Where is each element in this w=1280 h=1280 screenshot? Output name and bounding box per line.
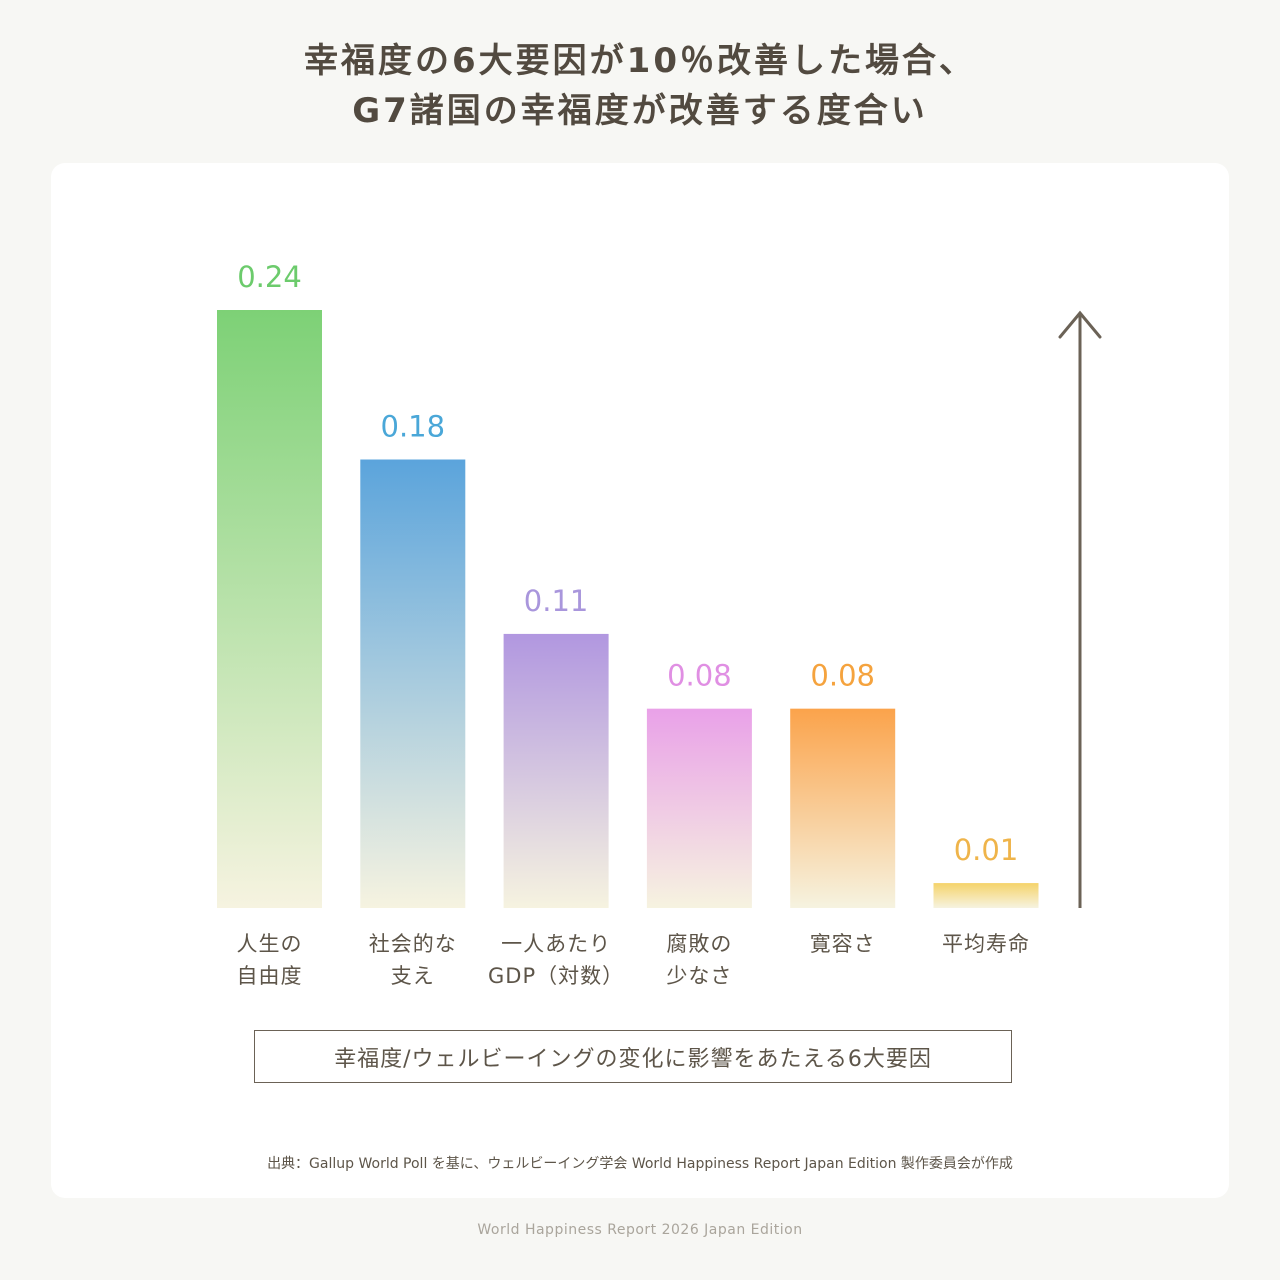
bar-1 xyxy=(217,310,322,908)
x-axis-label-box: 幸福度/ウェルビーイングの変化に影響をあたえる6大要因 xyxy=(254,1030,1012,1083)
category-label-5-line-1: 寛容さ xyxy=(809,932,876,956)
category-label-2: 社会的な 支え xyxy=(338,928,488,992)
value-label-6: 0.01 xyxy=(954,833,1019,867)
category-label-4-line-2: 少なさ xyxy=(666,964,733,988)
category-label-2-line-1: 社会的な xyxy=(368,932,457,956)
up-arrow-icon xyxy=(1058,310,1102,908)
category-label-3-line-1: 一人あたり xyxy=(501,932,612,956)
chart-title: 幸福度の6大要因が10％改善した場合、 G7諸国の幸福度が改善する度合い xyxy=(0,36,1280,136)
value-label-4: 0.08 xyxy=(667,659,732,693)
source-note: 出典：Gallup World Poll を基に、ウェルビーイング学会 Worl… xyxy=(267,1156,1013,1172)
value-labels-layer: 0.24 0.18 0.11 0.08 0.08 0.01 xyxy=(237,260,1018,867)
arrow-head xyxy=(1058,310,1102,339)
category-label-1-line-2: 自由度 xyxy=(236,964,303,988)
category-label-3-line-2: GDP（対数） xyxy=(488,964,625,988)
category-label-2-line-2: 支え xyxy=(390,964,435,988)
category-label-4-line-1: 腐敗の xyxy=(666,932,733,956)
x-axis-label: 幸福度/ウェルビーイングの変化に影響をあたえる6大要因 xyxy=(334,1046,932,1072)
category-label-6-line-1: 平均寿命 xyxy=(942,932,1030,956)
footer-text: World Happiness Report 2026 Japan Editio… xyxy=(477,1222,803,1238)
category-label-4: 腐敗の 少なさ xyxy=(624,928,774,992)
value-label-5: 0.08 xyxy=(810,659,875,693)
category-label-1-line-1: 人生の xyxy=(236,932,303,956)
chart-title-line-2: G7諸国の幸福度が改善する度合い xyxy=(352,91,928,131)
bar-4 xyxy=(646,708,752,908)
bar-2 xyxy=(360,459,466,908)
category-label-6: 平均寿命 xyxy=(911,928,1061,960)
bar-3 xyxy=(503,633,609,908)
value-label-2: 0.18 xyxy=(381,410,446,444)
bars-layer xyxy=(217,310,1039,908)
category-label-3: 一人あたり GDP（対数） xyxy=(481,928,631,992)
chart-title-line-1: 幸福度の6大要因が10％改善した場合、 xyxy=(304,41,976,81)
value-label-3: 0.11 xyxy=(524,584,589,618)
value-label-1: 0.24 xyxy=(237,260,302,294)
category-label-1: 人生の 自由度 xyxy=(195,928,345,992)
category-label-5: 寛容さ xyxy=(768,928,918,960)
bar-6 xyxy=(933,883,1039,908)
bar-5 xyxy=(790,708,896,908)
